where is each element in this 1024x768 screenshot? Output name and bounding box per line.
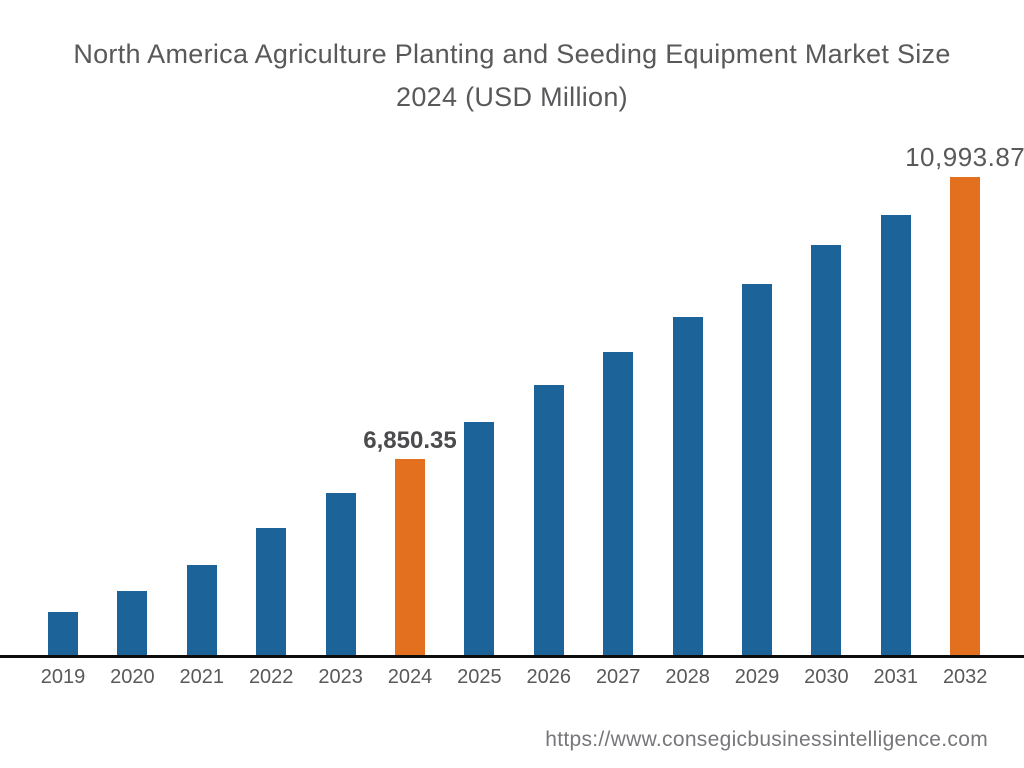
chart-title: North America Agriculture Planting and S…: [0, 33, 1024, 119]
bar-2029: [742, 284, 772, 656]
bar-2028: [672, 317, 703, 656]
x-tick-2020: 2020: [110, 666, 155, 688]
x-tick-2023: 2023: [318, 666, 363, 688]
bar-2027: [603, 352, 634, 656]
bar-2032: [950, 177, 981, 656]
data-label-2024: 6,850.35: [363, 427, 457, 454]
x-tick-2029: 2029: [734, 666, 780, 688]
bar-2020: [117, 591, 148, 656]
x-tick-2030: 2030: [804, 666, 849, 688]
x-tick-2031: 2031: [873, 666, 919, 688]
bar-2023: [325, 493, 356, 656]
bar-2019: [48, 612, 78, 656]
x-tick-2024: 2024: [387, 666, 433, 688]
x-tick-2022: 2022: [248, 666, 294, 688]
bar-2022: [256, 528, 287, 656]
bar-2021: [186, 565, 217, 656]
chart-title-line2: 2024 (USD Million): [396, 82, 628, 112]
data-label-2032: 10,993.87: [905, 142, 1024, 172]
x-tick-2021: 2021: [179, 666, 225, 688]
x-tick-2025: 2025: [457, 666, 502, 688]
x-tick-2032: 2032: [942, 666, 988, 688]
chart-title-line1: North America Agriculture Planting and S…: [73, 39, 951, 69]
bar-2024: [395, 459, 425, 656]
bar-2025: [464, 422, 495, 656]
bar-2031: [880, 215, 911, 656]
x-tick-2028: 2028: [665, 666, 710, 688]
x-tick-2026: 2026: [526, 666, 572, 688]
x-axis-line: [0, 655, 1024, 658]
x-tick-2027: 2027: [595, 666, 641, 688]
bar-2030: [811, 245, 842, 656]
source-url: https://www.consegicbusinessintelligence…: [545, 728, 988, 751]
x-tick-2019: 2019: [40, 666, 86, 688]
bar-2026: [533, 385, 564, 656]
